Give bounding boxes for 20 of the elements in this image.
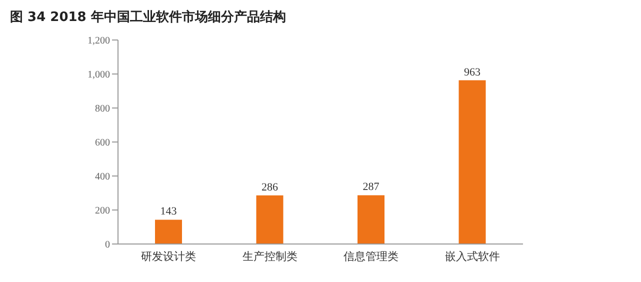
y-tick-label: 1,200	[88, 36, 110, 47]
bar	[458, 80, 486, 244]
y-tick-label: 200	[95, 206, 110, 217]
bar	[358, 195, 384, 244]
x-tick-label: 信息管理类	[344, 250, 399, 263]
bar	[256, 195, 284, 244]
x-tick-label: 嵌入式软件	[444, 250, 500, 263]
data-label: 143	[160, 206, 178, 218]
y-tick-label: 0	[105, 240, 110, 251]
data-label: 963	[464, 66, 481, 78]
x-tick-label: 研发设计类	[141, 250, 196, 263]
y-tick-label: 1,000	[88, 70, 110, 81]
x-tick-label: 生产控制类	[242, 250, 298, 263]
data-label: 287	[362, 181, 380, 194]
chart-title: 图 34 2018 年中国工业软件市场细分产品结构	[9, 8, 287, 27]
bar	[155, 220, 182, 244]
y-tick-label: 600	[95, 138, 110, 149]
y-tick-label: 400	[95, 172, 110, 183]
data-label: 286	[262, 181, 278, 194]
y-tick-label: 800	[95, 104, 110, 115]
